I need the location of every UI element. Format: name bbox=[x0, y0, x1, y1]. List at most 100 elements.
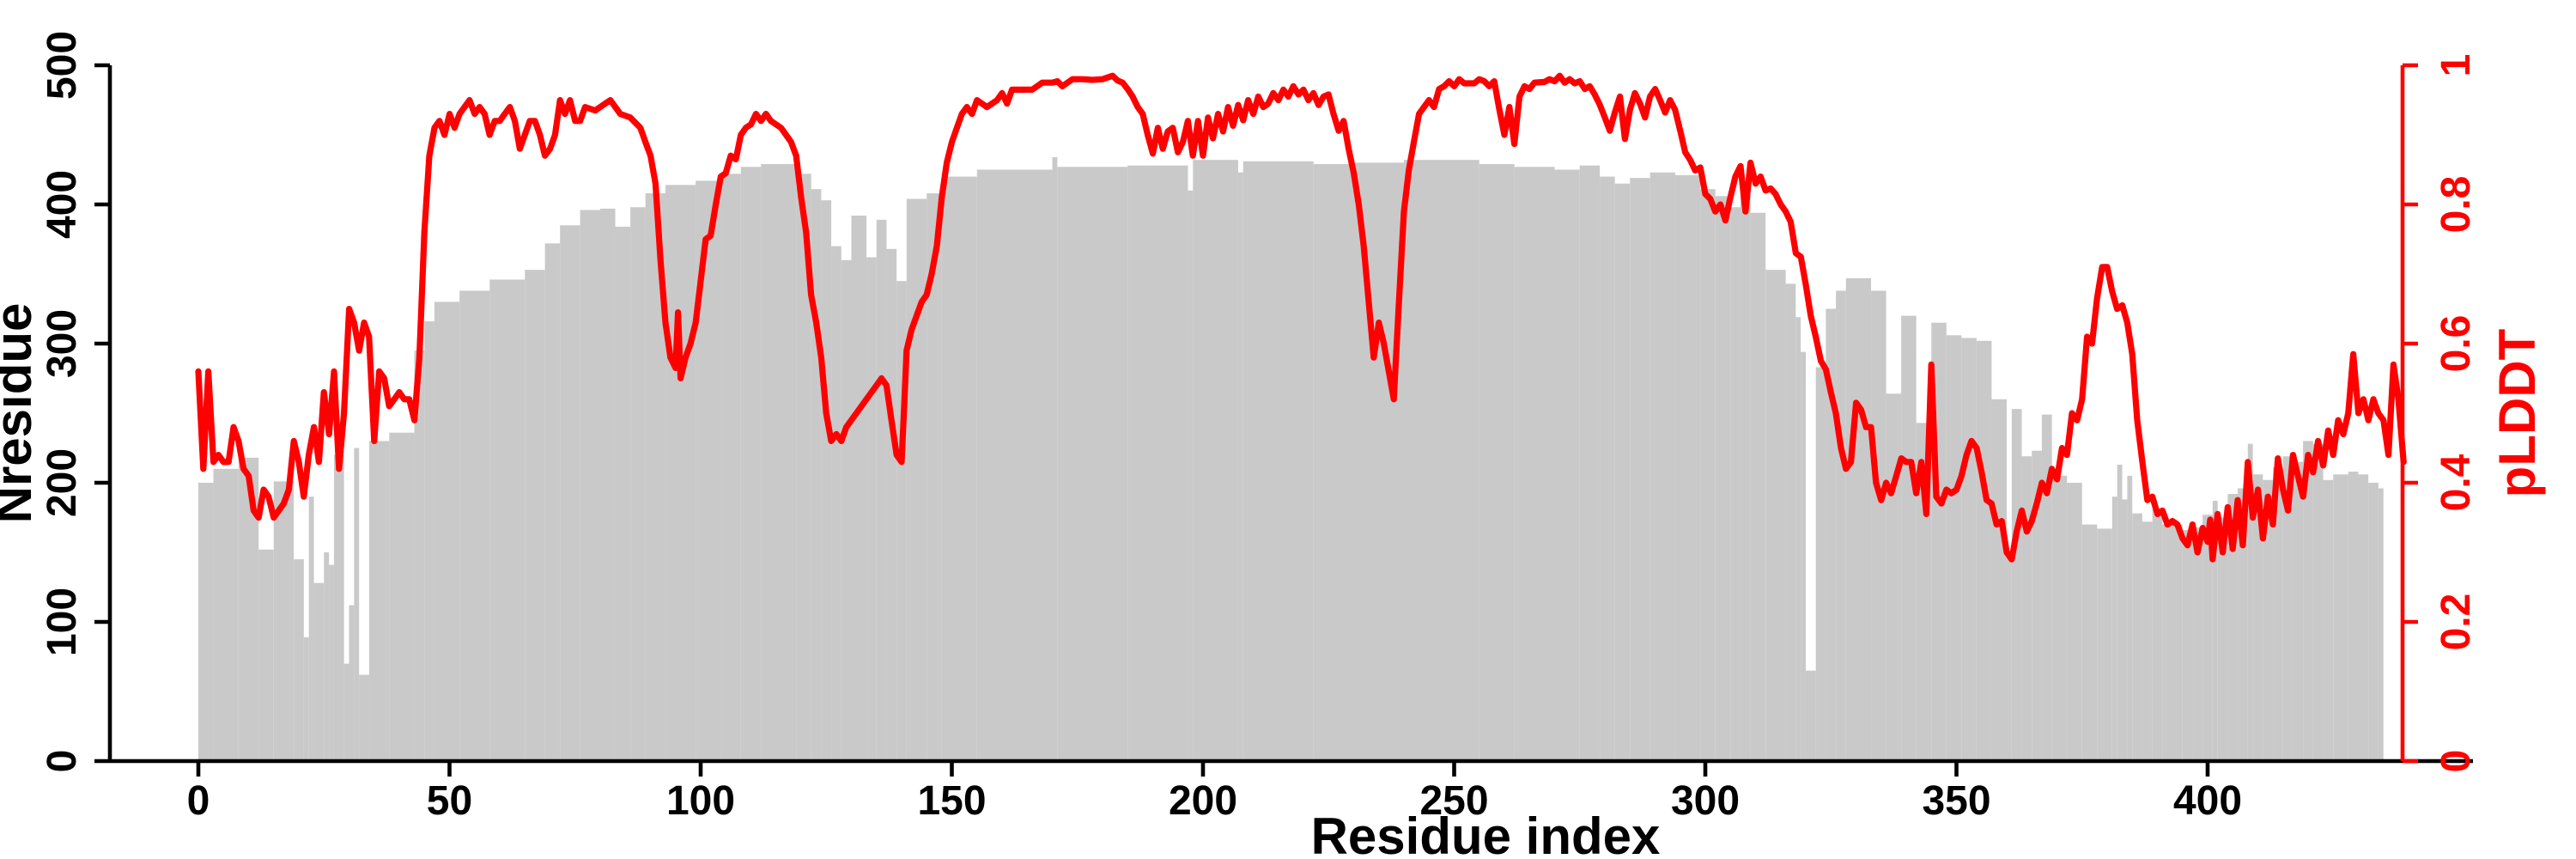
bar-run bbox=[1961, 338, 1977, 761]
black-axis-labels: 0 100 200 300 400 500 0 50 100 150 200 250 300 350 400… bbox=[0, 31, 2242, 859]
bar-run bbox=[198, 483, 214, 761]
bar-run bbox=[580, 210, 600, 762]
bar-run bbox=[1750, 212, 1766, 762]
bar-run bbox=[1479, 164, 1515, 761]
svg-text:100: 100 bbox=[666, 778, 735, 824]
svg-text:350: 350 bbox=[1922, 778, 1990, 824]
bar-run bbox=[2378, 488, 2384, 761]
bar-run bbox=[2122, 499, 2128, 761]
bar-run bbox=[2162, 524, 2183, 761]
bar-run bbox=[2247, 443, 2253, 761]
svg-text:500: 500 bbox=[39, 31, 85, 100]
black-axes bbox=[94, 63, 2473, 777]
bar-run bbox=[1826, 308, 1837, 761]
bar-run bbox=[1188, 190, 1194, 762]
bar-run bbox=[2293, 461, 2304, 761]
svg-text:200: 200 bbox=[1169, 778, 1237, 824]
bar-run bbox=[1806, 670, 1816, 761]
bar-run bbox=[434, 302, 460, 761]
bar-run bbox=[796, 174, 811, 762]
bar-run bbox=[1554, 169, 1580, 761]
plddt-line bbox=[195, 72, 2407, 563]
bar-run bbox=[821, 200, 832, 761]
svg-text:300: 300 bbox=[1671, 778, 1740, 824]
bar-run bbox=[1193, 160, 1238, 761]
bar-run bbox=[2212, 501, 2218, 761]
bar-run bbox=[1991, 399, 2007, 761]
bar-run bbox=[841, 259, 852, 761]
bar-run bbox=[2238, 488, 2248, 761]
bar-run bbox=[273, 481, 295, 761]
bar-run bbox=[2202, 515, 2213, 761]
bar-run bbox=[2368, 483, 2379, 761]
bar-run bbox=[1795, 317, 1801, 762]
bar-run bbox=[329, 564, 334, 761]
bar-run bbox=[2263, 479, 2274, 761]
bar-run bbox=[349, 605, 355, 761]
bar-run bbox=[1052, 156, 1058, 762]
bar-run bbox=[1600, 176, 1615, 762]
bar-run bbox=[2011, 409, 2022, 761]
bar-run bbox=[213, 468, 239, 761]
bar-run bbox=[2303, 441, 2313, 761]
bar-run bbox=[2111, 497, 2117, 761]
bar-run bbox=[333, 454, 344, 761]
bar-run bbox=[831, 246, 841, 762]
bar-run bbox=[424, 321, 434, 761]
bar-run bbox=[1836, 290, 1846, 761]
red-axis-labels: 0 0.2 0.4 0.6 0.8 1 pLDDT bbox=[2433, 54, 2546, 773]
bar-run bbox=[1700, 189, 1716, 761]
bar-run bbox=[525, 270, 545, 761]
bar-run bbox=[876, 219, 887, 761]
svg-text:400: 400 bbox=[2173, 778, 2242, 824]
bar-run bbox=[1785, 283, 1796, 762]
bar-run bbox=[1886, 393, 1902, 761]
nresidue-bars bbox=[198, 156, 2384, 762]
bar-run bbox=[414, 350, 425, 761]
bar-run bbox=[630, 207, 646, 762]
bar-run bbox=[600, 208, 616, 762]
bar-run bbox=[560, 225, 580, 761]
bar-run bbox=[313, 582, 325, 761]
svg-text:50: 50 bbox=[427, 778, 472, 824]
svg-text:0.6: 0.6 bbox=[2433, 315, 2479, 373]
bar-run bbox=[1901, 315, 1917, 762]
bar-run bbox=[354, 448, 360, 761]
bar-run bbox=[2021, 456, 2032, 761]
bar-run bbox=[1740, 194, 1751, 761]
bar-run bbox=[665, 185, 696, 761]
bar-run bbox=[324, 552, 330, 761]
bar-run bbox=[1946, 335, 1962, 761]
bar-run bbox=[308, 497, 314, 761]
bar-run bbox=[1730, 207, 1741, 762]
left-axis-title: Nresidue bbox=[0, 303, 42, 524]
bar-run bbox=[886, 248, 897, 762]
bar-run bbox=[258, 549, 274, 761]
bar-run bbox=[2333, 474, 2348, 761]
bar-run bbox=[2273, 467, 2283, 761]
bar-run bbox=[2041, 414, 2052, 761]
svg-text:1: 1 bbox=[2433, 54, 2479, 77]
bar-run bbox=[2282, 456, 2293, 761]
bar-run bbox=[2081, 524, 2098, 761]
bar-run bbox=[1845, 277, 1856, 761]
bar-run bbox=[1871, 290, 1886, 761]
bar-run bbox=[294, 559, 304, 761]
bar-run bbox=[368, 441, 390, 761]
bar-run bbox=[2117, 464, 2123, 761]
bar-run bbox=[2323, 479, 2334, 761]
bar-run bbox=[851, 215, 867, 761]
svg-text:0.2: 0.2 bbox=[2433, 594, 2479, 651]
bar-run bbox=[1404, 160, 1479, 761]
bar-run bbox=[1674, 174, 1701, 762]
bar-run bbox=[1801, 351, 1806, 761]
bar-run bbox=[544, 243, 561, 761]
svg-text:100: 100 bbox=[39, 588, 85, 656]
bar-run bbox=[1313, 164, 1354, 761]
bar-run bbox=[761, 164, 797, 761]
svg-text:150: 150 bbox=[917, 778, 986, 824]
bar-run bbox=[896, 281, 907, 762]
bar-run bbox=[2152, 509, 2163, 761]
